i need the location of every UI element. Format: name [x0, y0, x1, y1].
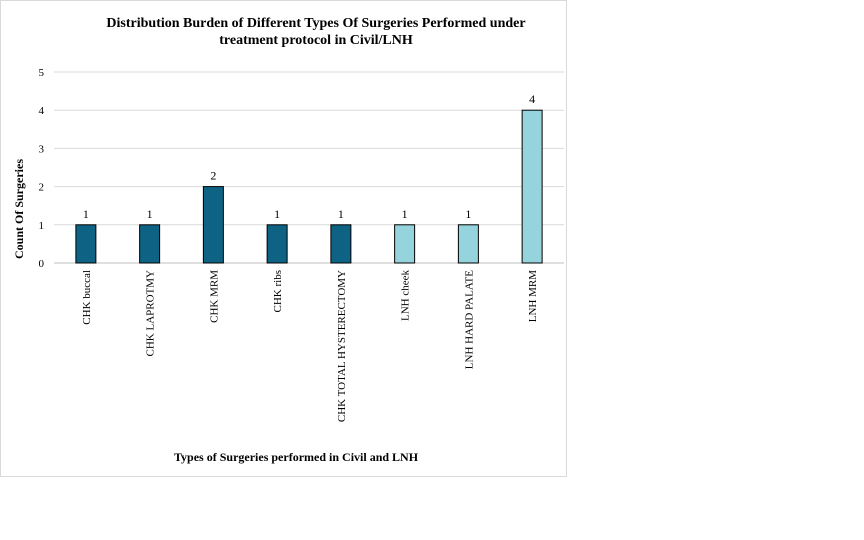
y-axis-title: Count Of Surgeries	[12, 159, 26, 259]
y-axis-ticks: 0 1 2 3 4 5	[39, 67, 45, 270]
data-label: 1	[402, 207, 408, 221]
bars	[75, 109, 543, 264]
gridlines	[54, 71, 564, 264]
chart-title-line-2: treatment protocol in Civil/LNH	[219, 33, 413, 48]
y-tick-label: 3	[39, 143, 45, 155]
x-category-label: LNH MRM	[527, 270, 539, 322]
x-category-label: CHK LAPROTMY	[145, 270, 157, 357]
chart-frame: Distribution Burden of Different Types O…	[0, 0, 567, 477]
data-labels: 1 1 2 1 1 1 1 4	[83, 92, 535, 221]
x-category-label: CHK buccal	[81, 270, 93, 325]
y-tick-label: 5	[39, 67, 45, 79]
bar	[394, 224, 416, 264]
chart-title-line-1: Distribution Burden of Different Types O…	[106, 16, 525, 31]
bar	[457, 224, 479, 264]
x-category-label: CHK ribs	[272, 270, 284, 312]
data-label: 1	[465, 207, 471, 221]
data-label: 1	[147, 207, 153, 221]
bar-chart: Distribution Burden of Different Types O…	[12, 16, 564, 464]
bar	[521, 109, 543, 264]
bar	[75, 224, 97, 264]
data-label: 1	[338, 207, 344, 221]
x-category-label: LNH cheek	[400, 270, 412, 322]
y-tick-label: 1	[39, 220, 45, 232]
x-category-label: CHK TOTAL HYSTERECTOMY	[336, 270, 348, 422]
bar	[202, 186, 224, 264]
bar	[266, 224, 288, 264]
data-label: 1	[83, 207, 89, 221]
data-label: 2	[210, 169, 216, 183]
x-category-label: CHK MRM	[208, 270, 220, 323]
bar	[330, 224, 352, 264]
y-tick-label: 2	[39, 182, 45, 194]
x-category-label: LNH HARD PALATE	[463, 270, 475, 369]
data-label: 4	[529, 92, 535, 106]
bar	[139, 224, 161, 264]
x-axis-title: Types of Surgeries performed in Civil an…	[174, 450, 419, 464]
x-axis-categories: CHK buccal CHK LAPROTMY CHK MRM CHK ribs CHK…	[81, 270, 539, 423]
data-label: 1	[274, 207, 280, 221]
y-tick-label: 0	[39, 258, 45, 270]
y-tick-label: 4	[39, 105, 45, 117]
